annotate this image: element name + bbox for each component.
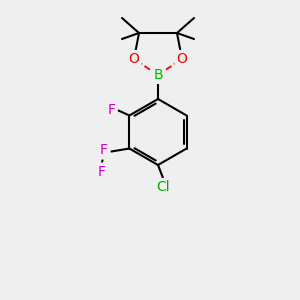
Text: Cl: Cl bbox=[156, 180, 170, 194]
Text: O: O bbox=[129, 52, 140, 66]
Text: O: O bbox=[177, 52, 188, 66]
Text: F: F bbox=[107, 103, 116, 118]
Text: B: B bbox=[153, 68, 163, 82]
Text: F: F bbox=[98, 164, 105, 178]
Text: F: F bbox=[99, 143, 107, 158]
